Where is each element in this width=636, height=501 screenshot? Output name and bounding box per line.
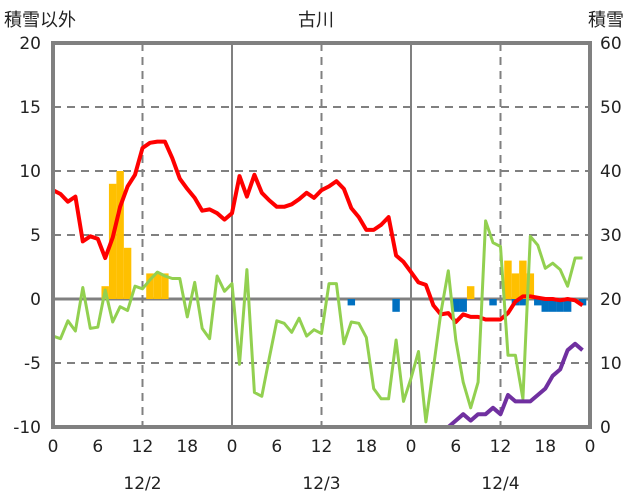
blue-bar	[541, 299, 549, 312]
left-axis-title: 積雪以外	[4, 10, 76, 31]
x-tick-label: 6	[450, 437, 461, 457]
blue-bar	[563, 299, 572, 312]
right-tick-label: 50	[600, 98, 622, 118]
green-line	[52, 219, 583, 424]
blue-bar	[392, 299, 400, 312]
right-tick-label: 40	[600, 162, 622, 182]
orange-bar	[146, 273, 154, 299]
orange-bar	[153, 273, 162, 299]
left-tick-label: 15	[19, 98, 41, 118]
right-tick-label: 0	[600, 418, 611, 438]
blue-bar	[459, 299, 467, 312]
x-tick-label: 6	[271, 437, 282, 457]
x-tick-label: 0	[406, 437, 417, 457]
blue-bar	[452, 299, 460, 312]
left-tick-label: -10	[13, 418, 41, 438]
blue-bar	[519, 299, 527, 306]
left-tick-label: 0	[30, 290, 41, 310]
x-tick-label: 18	[355, 437, 377, 457]
x-tick-label: 0	[585, 437, 596, 457]
right-axis-title: 積雪	[588, 10, 624, 31]
x-tick-label: 12	[490, 437, 512, 457]
x-tick-label: 18	[176, 437, 198, 457]
chart-title: 古川	[298, 10, 334, 31]
orange-bar	[511, 273, 520, 299]
blue-bar	[548, 299, 557, 312]
orange-bar	[519, 260, 527, 299]
red-line	[52, 139, 584, 324]
right-tick-label: 30	[600, 226, 622, 246]
blue-bar	[556, 299, 564, 312]
date-label: 12/2	[123, 474, 161, 494]
blue-bar	[347, 299, 356, 306]
blue-bar	[534, 299, 542, 306]
date-label: 12/4	[481, 474, 519, 494]
left-tick-label: 5	[30, 226, 41, 246]
x-tick-label: 12	[132, 437, 154, 457]
orange-bar	[466, 286, 475, 299]
right-tick-label: 20	[600, 290, 622, 310]
orange-bar	[123, 247, 132, 299]
orange-bar	[504, 260, 512, 299]
right-tick-label: 10	[600, 354, 622, 374]
blue-bar	[489, 299, 497, 306]
purple-snow-depth	[53, 341, 584, 429]
x-tick-label: 18	[534, 437, 556, 457]
orange-bar	[116, 171, 124, 299]
orange-bar	[161, 273, 169, 299]
x-tick-label: 0	[48, 437, 59, 457]
blue-bar	[578, 299, 587, 306]
orange-bar	[526, 273, 535, 299]
date-label: 12/3	[302, 474, 340, 494]
left-tick-label: 10	[19, 162, 41, 182]
plot-frame	[51, 41, 592, 429]
left-tick-label: 20	[19, 34, 41, 54]
right-tick-label: 60	[600, 34, 622, 54]
left-tick-label: -5	[24, 354, 41, 374]
x-tick-label: 12	[311, 437, 333, 457]
x-tick-label: 0	[227, 437, 238, 457]
x-tick-label: 6	[92, 437, 103, 457]
